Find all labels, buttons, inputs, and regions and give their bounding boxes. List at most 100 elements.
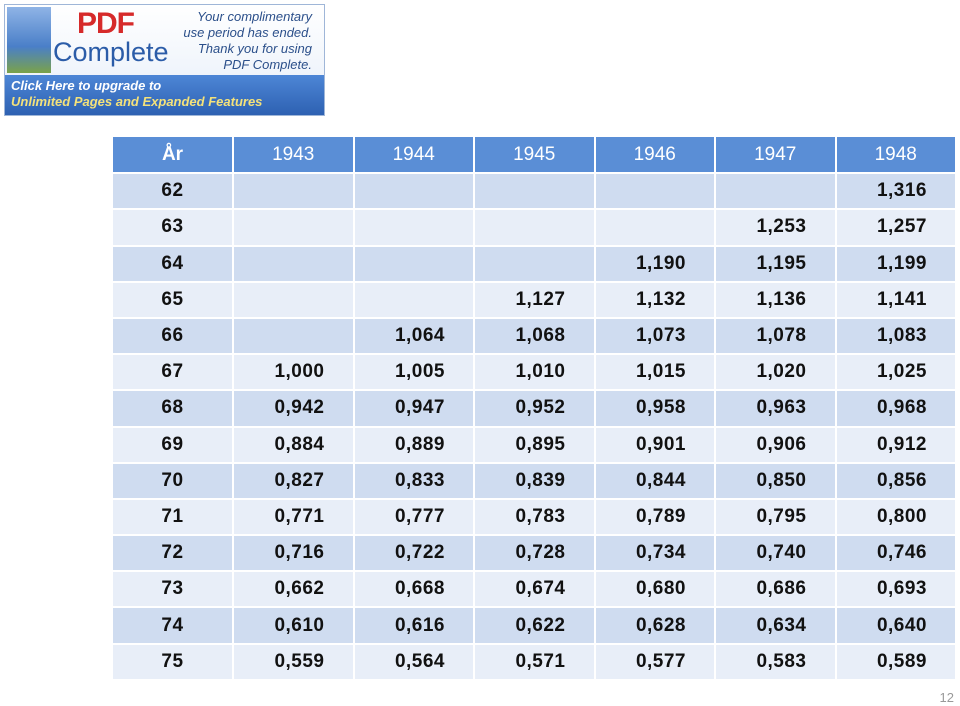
value-cell xyxy=(594,209,716,247)
value-cell: 0,795 xyxy=(715,498,837,537)
table-row: 72 0,716 0,722 0,728 0,734 0,740 0,746 xyxy=(113,535,957,573)
value-cell: 0,674 xyxy=(474,571,596,609)
value-cell: 0,942 xyxy=(233,390,355,428)
value-cell: 1,073 xyxy=(594,317,716,356)
page-number: 12 xyxy=(939,690,954,705)
value-cell xyxy=(715,173,837,211)
value-cell xyxy=(474,245,596,283)
value-cell: 1,132 xyxy=(594,281,716,319)
value-cell: 0,963 xyxy=(715,390,837,428)
value-cell xyxy=(353,209,475,247)
value-cell: 0,947 xyxy=(353,390,475,428)
row-label: 74 xyxy=(113,607,234,645)
table-row: 64 1,190 1,195 1,199 xyxy=(113,245,957,283)
value-cell: 0,833 xyxy=(353,462,475,500)
value-cell: 0,740 xyxy=(715,535,837,573)
value-cell: 1,141 xyxy=(835,281,957,319)
value-cell: 0,968 xyxy=(835,390,957,428)
value-cell: 0,789 xyxy=(594,498,716,537)
value-cell: 1,068 xyxy=(474,317,596,356)
row-label: 62 xyxy=(113,173,234,211)
value-cell xyxy=(353,281,475,319)
value-cell: 1,020 xyxy=(715,354,837,392)
value-cell: 1,257 xyxy=(835,209,957,247)
value-cell: 0,884 xyxy=(233,426,355,464)
header-cell: 1947 xyxy=(715,137,837,175)
logo-text: PDF xyxy=(77,7,135,40)
notice-line: use period has ended. xyxy=(183,25,312,40)
value-cell: 0,616 xyxy=(353,607,475,645)
notice-line: Your complimentary xyxy=(197,9,312,24)
value-cell: 1,199 xyxy=(835,245,957,283)
value-cell: 0,844 xyxy=(594,462,716,500)
value-cell: 0,668 xyxy=(353,571,475,609)
row-label: 73 xyxy=(113,571,234,609)
value-cell: 0,680 xyxy=(594,571,716,609)
value-cell: 0,856 xyxy=(835,462,957,500)
value-cell: 0,839 xyxy=(474,462,596,500)
value-cell: 0,716 xyxy=(233,535,355,573)
value-cell xyxy=(353,173,475,211)
header-row: År 1943 1944 1945 1946 1947 1948 xyxy=(113,137,957,175)
row-label: 65 xyxy=(113,281,234,319)
value-cell xyxy=(233,245,355,283)
value-cell xyxy=(233,281,355,319)
value-cell: 1,083 xyxy=(835,317,957,356)
data-table: År 1943 1944 1945 1946 1947 1948 62 1,316 63 1,25… xyxy=(113,137,957,681)
header-cell: År xyxy=(113,137,234,175)
value-cell: 1,253 xyxy=(715,209,837,247)
value-cell: 1,127 xyxy=(474,281,596,319)
value-cell xyxy=(474,209,596,247)
value-cell: 1,005 xyxy=(353,354,475,392)
logo-image xyxy=(7,7,51,73)
upgrade-banner[interactable]: PDF Complete Your complimentary use perio… xyxy=(4,4,325,116)
row-label: 69 xyxy=(113,426,234,464)
value-cell: 0,895 xyxy=(474,426,596,464)
upgrade-link[interactable]: Click Here to upgrade to Unlimited Pages … xyxy=(5,75,324,115)
value-cell: 1,000 xyxy=(233,354,355,392)
value-cell: 0,746 xyxy=(835,535,957,573)
value-cell: 0,777 xyxy=(353,498,475,537)
value-cell xyxy=(594,173,716,211)
value-cell: 0,783 xyxy=(474,498,596,537)
value-cell: 1,136 xyxy=(715,281,837,319)
row-label: 75 xyxy=(113,643,234,681)
value-cell: 1,195 xyxy=(715,245,837,283)
value-cell: 0,686 xyxy=(715,571,837,609)
table-row: 63 1,253 1,257 xyxy=(113,209,957,247)
value-cell: 0,559 xyxy=(233,643,355,681)
value-cell: 0,622 xyxy=(474,607,596,645)
table-row: 68 0,942 0,947 0,952 0,958 0,963 0,968 xyxy=(113,390,957,428)
value-cell xyxy=(233,209,355,247)
value-cell: 1,190 xyxy=(594,245,716,283)
value-cell: 0,583 xyxy=(715,643,837,681)
value-cell: 1,010 xyxy=(474,354,596,392)
value-cell: 0,589 xyxy=(835,643,957,681)
value-cell: 1,015 xyxy=(594,354,716,392)
value-cell: 0,734 xyxy=(594,535,716,573)
value-cell: 0,564 xyxy=(353,643,475,681)
value-cell: 0,889 xyxy=(353,426,475,464)
row-label: 68 xyxy=(113,390,234,428)
row-label: 71 xyxy=(113,498,234,537)
value-cell: 0,640 xyxy=(835,607,957,645)
notice: Your complimentary use period has ended. T… xyxy=(183,9,312,73)
value-cell: 0,628 xyxy=(594,607,716,645)
logo-text: Complete xyxy=(53,37,169,67)
value-cell xyxy=(353,245,475,283)
row-label: 72 xyxy=(113,535,234,573)
upgrade-line: Unlimited Pages and Expanded Features xyxy=(11,94,263,109)
value-cell: 1,316 xyxy=(835,173,957,211)
table-row: 75 0,559 0,564 0,571 0,577 0,583 0,589 xyxy=(113,643,957,681)
table-row: 74 0,610 0,616 0,622 0,628 0,634 0,640 xyxy=(113,607,957,645)
row-label: 64 xyxy=(113,245,234,283)
notice-line: Thank you for using xyxy=(197,41,312,56)
table-row: 62 1,316 xyxy=(113,173,957,211)
value-cell: 0,571 xyxy=(474,643,596,681)
value-cell xyxy=(474,173,596,211)
table-row: 66 1,064 1,068 1,073 1,078 1,083 xyxy=(113,317,957,356)
value-cell: 0,693 xyxy=(835,571,957,609)
value-cell: 0,827 xyxy=(233,462,355,500)
row-label: 67 xyxy=(113,354,234,392)
